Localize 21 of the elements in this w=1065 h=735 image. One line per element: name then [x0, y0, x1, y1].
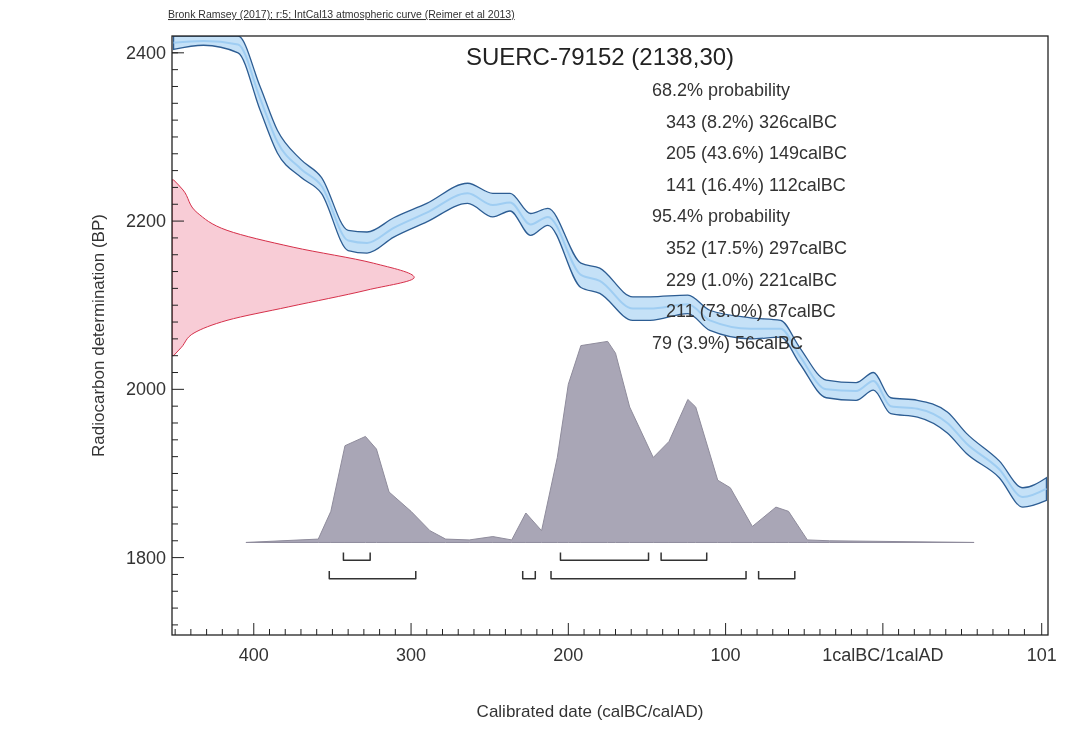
annotation: 95.4% probability	[652, 206, 791, 227]
chart-subtitle: Bronk Ramsey (2017); r:5; IntCal13 atmospheric curve (Reimer et al 2013)	[168, 8, 515, 20]
annotation: 229 (1.0%) 221calBC	[666, 269, 838, 290]
y-tick-label: 2400	[125, 42, 166, 63]
x-tick-label: 101	[1026, 645, 1057, 665]
y-axis-title: Radiocarbon determination (BP)	[89, 214, 108, 457]
x-tick-label: 400	[238, 645, 269, 665]
x-tick-label: 200	[553, 645, 584, 665]
x-tick-label: 1calBC/1calAD	[822, 645, 944, 665]
annotation: 352 (17.5%) 297calBC	[666, 238, 848, 258]
annotation: 68.2% probability	[652, 80, 791, 100]
y-tick-label: 2200	[125, 211, 166, 232]
annotation: 343 (8.2%) 326calBC	[666, 111, 838, 132]
y-tick-label: 2000	[125, 379, 166, 400]
y-tick-label: 1800	[125, 547, 166, 568]
x-tick-label: 100	[710, 645, 741, 665]
annotation: 205 (43.6%) 149calBC	[666, 143, 848, 164]
chart-title: SUERC-79152 (2138,30)	[465, 43, 735, 70]
x-tick-label: 300	[396, 645, 427, 665]
x-axis-title: Calibrated date (calBC/calAD)	[476, 702, 704, 721]
annotation: 141 (16.4%) 112calBC	[666, 174, 846, 195]
